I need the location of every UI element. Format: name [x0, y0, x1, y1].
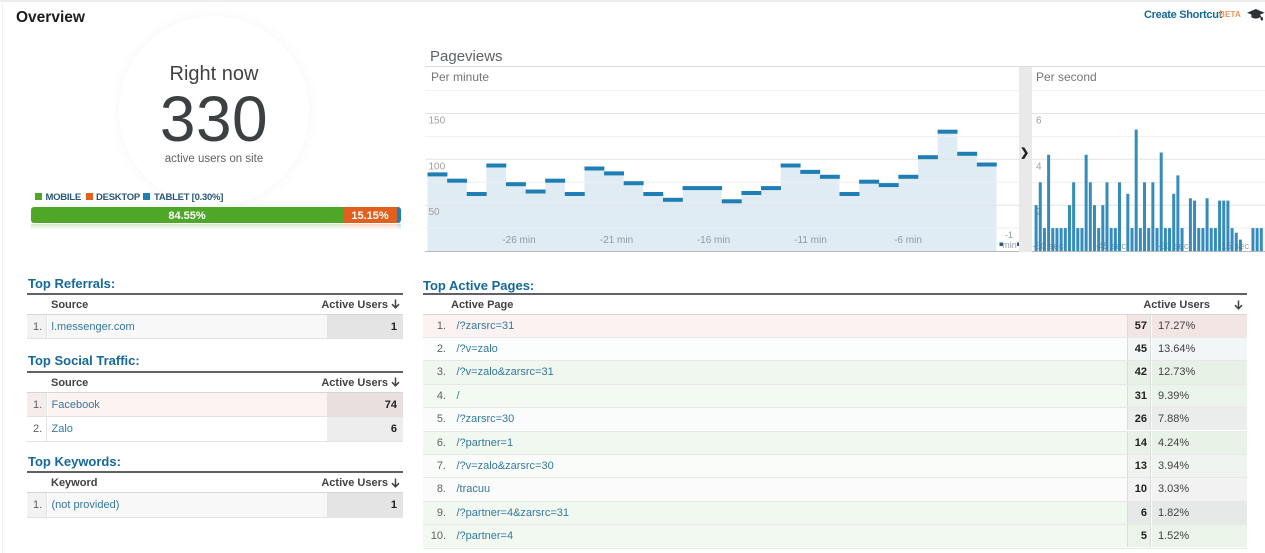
svg-text:min: min [1002, 240, 1017, 250]
svg-text:-26 min: -26 min [502, 235, 535, 246]
svg-text:-1: -1 [1005, 230, 1013, 240]
svg-text:-16 min: -16 min [697, 235, 730, 246]
svg-text:-11 min: -11 min [794, 235, 827, 246]
svg-text:6: 6 [1036, 116, 1042, 127]
svg-text:-6 min: -6 min [894, 235, 922, 246]
svg-text:100: 100 [429, 161, 446, 172]
svg-text:-15 sec: -15 sec [1218, 241, 1249, 252]
svg-text:50: 50 [429, 207, 441, 218]
svg-text:-21 min: -21 min [600, 235, 633, 246]
svg-text:4: 4 [1036, 161, 1042, 172]
svg-text:150: 150 [429, 116, 446, 127]
